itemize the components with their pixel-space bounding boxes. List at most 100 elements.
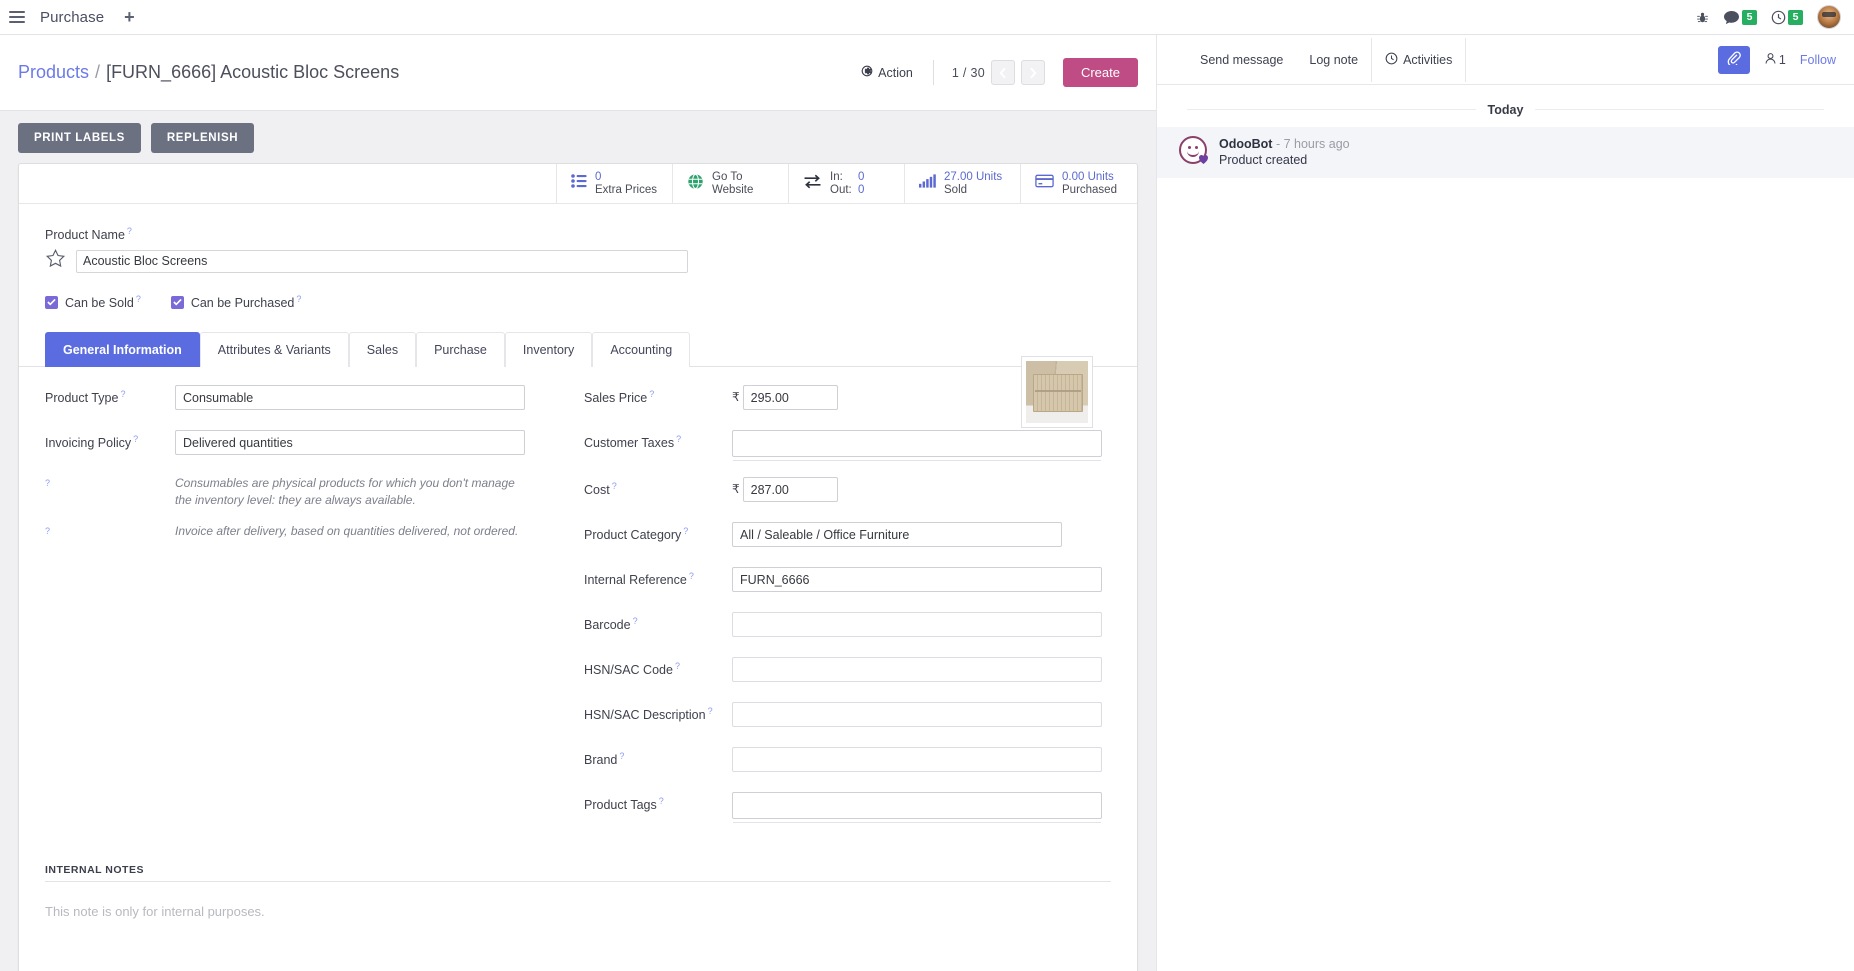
messages-icon[interactable]: 5	[1723, 9, 1757, 25]
help-icon[interactable]: ?	[45, 526, 51, 537]
stat-out-value: 0	[858, 183, 865, 196]
help-icon[interactable]: ?	[649, 389, 655, 400]
product-category-label: Product Category?	[584, 526, 689, 543]
help-icon[interactable]: ?	[676, 434, 682, 445]
stat-button-go-to-website[interactable]: Go To Website	[673, 164, 789, 203]
stat-label: Purchased	[1062, 183, 1117, 196]
app-body: Products / [FURN_6666] Acoustic Bloc Scr…	[0, 35, 1854, 971]
can-be-purchased-checkbox[interactable]	[170, 295, 184, 309]
bug-icon[interactable]	[1696, 11, 1709, 24]
field-internal-reference: Internal Reference?	[584, 567, 1111, 593]
internal-notes-placeholder[interactable]: This note is only for internal purposes.	[45, 904, 265, 919]
stat-button-extra-prices[interactable]: 0 Extra Prices	[557, 164, 673, 203]
cost-currency: ₹	[732, 482, 740, 497]
followers-count: 1	[1778, 52, 1786, 67]
help-icon[interactable]: ?	[45, 478, 51, 489]
product-flags-row: Can be Sold? Can be Purchased?	[45, 294, 1111, 310]
tab-inventory[interactable]: Inventory	[504, 332, 593, 368]
product-type-input[interactable]	[175, 385, 525, 411]
send-message-button[interactable]: Send message	[1200, 52, 1284, 67]
help-icon[interactable]: ?	[688, 571, 694, 582]
hsn-description-input[interactable]	[732, 702, 1102, 728]
form-column: Products / [FURN_6666] Acoustic Bloc Scr…	[0, 35, 1156, 971]
stat-button-in-out[interactable]: In: 0 Out: 0	[789, 164, 905, 203]
tab-general-information[interactable]: General Information	[45, 332, 200, 368]
stat-in-key: In:	[830, 170, 843, 183]
help-icon[interactable]: ?	[296, 294, 302, 305]
activities-clock-icon[interactable]: 5	[1771, 9, 1803, 25]
help-icon[interactable]: ?	[611, 481, 617, 492]
help-icon[interactable]: ?	[632, 616, 638, 627]
help-icon[interactable]: ?	[133, 434, 139, 445]
log-note-button[interactable]: Log note	[1309, 52, 1359, 67]
stat-button-units-sold[interactable]: 27.00 Units Sold	[905, 164, 1021, 203]
product-category-input[interactable]	[732, 522, 1062, 548]
activities-button[interactable]: Activities	[1371, 37, 1467, 82]
star-icon[interactable]	[45, 248, 66, 274]
can-be-purchased-label: Can be Purchased?	[190, 294, 302, 311]
app-name[interactable]: Purchase	[40, 8, 105, 26]
tab-accounting[interactable]: Accounting	[592, 332, 691, 368]
help-icon[interactable]: ?	[619, 751, 625, 762]
action-button[interactable]: Action	[849, 60, 925, 85]
new-tab-button[interactable]: +	[124, 7, 135, 27]
create-button[interactable]: Create	[1062, 58, 1138, 87]
follow-button[interactable]: Follow	[1799, 52, 1836, 67]
customer-taxes-tagfield[interactable]	[732, 430, 1102, 462]
stat-out-key: Out:	[830, 183, 852, 196]
barcode-input[interactable]	[732, 612, 1102, 638]
can-be-sold-checkbox[interactable]	[45, 295, 58, 309]
help-icon[interactable]: ?	[120, 389, 126, 400]
message-author[interactable]: OdooBot	[1219, 137, 1273, 151]
odoobot-avatar	[1179, 136, 1207, 164]
cost-input[interactable]	[742, 477, 838, 503]
stat-button-units-purchased[interactable]: 0.00 Units Purchased	[1021, 164, 1137, 203]
invoicing-policy-input[interactable]	[175, 430, 525, 456]
hamburger-icon[interactable]	[0, 0, 34, 35]
tab-sales[interactable]: Sales	[348, 332, 417, 368]
stat-value: Go To	[712, 170, 743, 183]
stat-value: 0	[595, 170, 602, 183]
help-icon[interactable]: ?	[683, 526, 689, 537]
help-icon[interactable]: ?	[658, 796, 664, 807]
product-tags-tagfield[interactable]	[732, 792, 1102, 824]
attach-button[interactable]	[1717, 45, 1750, 74]
clock-icon	[1385, 52, 1398, 68]
stat-button-bar: 0 Extra Prices G	[19, 164, 1137, 204]
tab-attributes-variants[interactable]: Attributes & Variants	[199, 332, 349, 368]
gear-icon	[861, 65, 873, 80]
help-icon[interactable]: ?	[707, 706, 713, 717]
message-time: - 7 hours ago	[1275, 137, 1350, 151]
product-name-label: Product Name?	[45, 226, 132, 243]
followers-button[interactable]: 1	[1764, 52, 1786, 68]
print-labels-button[interactable]: PRINT LABELS	[18, 123, 141, 153]
hsn-description-label: HSN/SAC Description?	[584, 706, 713, 723]
help-icon[interactable]: ?	[126, 226, 132, 236]
form-left-column: Product Type? Invoicing Policy? ?	[45, 385, 578, 839]
pager: 1 / 30	[932, 60, 1045, 85]
help-icon[interactable]: ?	[674, 661, 680, 672]
cost-label: Cost?	[584, 481, 617, 498]
invoicing-policy-hint: ? Invoice after delivery, based on quant…	[45, 523, 578, 540]
product-name-input[interactable]	[76, 249, 688, 273]
tab-purchase[interactable]: Purchase	[416, 332, 505, 368]
breadcrumb-products-link[interactable]: Products	[18, 62, 90, 82]
messages-badge: 5	[1742, 9, 1757, 25]
replenish-button[interactable]: REPLENISH	[150, 123, 255, 153]
control-panel-actions: Action 1 / 30 Create	[849, 58, 1138, 87]
pager-next-button[interactable]	[1020, 60, 1045, 85]
general-information-panel: Product Type? Invoicing Policy? ?	[19, 367, 1137, 839]
chatter-message: OdooBot - 7 hours ago Product created	[1157, 127, 1854, 178]
sales-price-input[interactable]	[742, 385, 838, 411]
product-image-box[interactable]	[1021, 356, 1093, 428]
brand-input[interactable]	[732, 747, 1102, 773]
page-title: [FURN_6666] Acoustic Bloc Screens	[106, 62, 400, 82]
credit-card-icon	[1035, 174, 1054, 193]
internal-reference-input[interactable]	[732, 567, 1102, 593]
pager-previous-button[interactable]	[990, 60, 1015, 85]
user-avatar[interactable]	[1817, 5, 1841, 29]
stat-value: 27.00 Units	[944, 170, 1003, 183]
can-be-sold-label: Can be Sold?	[65, 294, 141, 311]
hsn-code-input[interactable]	[732, 657, 1102, 683]
help-icon[interactable]: ?	[135, 294, 141, 305]
